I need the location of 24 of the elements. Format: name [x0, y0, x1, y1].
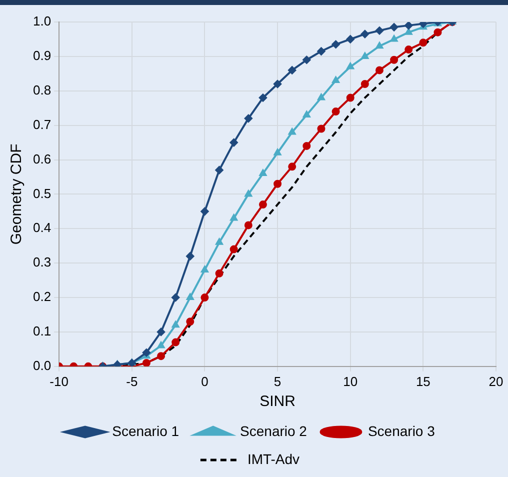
- y-tick-label: 0.7: [32, 116, 52, 132]
- x-tick-label: -10: [50, 374, 68, 389]
- y-tick-label: 0.4: [32, 220, 52, 236]
- y-tick-label: 0.9: [32, 48, 52, 64]
- y-axis-title: Geometry CDF: [8, 144, 26, 245]
- y-tick-label: 0.8: [32, 82, 52, 98]
- y-tick-label: 0.0: [32, 358, 52, 373]
- x-tick-label: 20: [488, 374, 504, 389]
- legend-label: Scenario 3: [368, 422, 436, 439]
- x-axis-title: SINR: [260, 393, 296, 410]
- y-tick-label: 0.5: [32, 186, 52, 201]
- x-tick-label: 10: [343, 374, 358, 389]
- legend-label: Scenario 1: [112, 422, 180, 439]
- y-tick-label: 1.0: [32, 14, 52, 29]
- y-tick-label: 0.1: [32, 324, 52, 339]
- y-tick-label: 0.6: [32, 151, 52, 166]
- x-tick-label: 0: [201, 374, 208, 389]
- x-tick-label: 5: [274, 374, 282, 389]
- y-tick-label: 0.2: [32, 289, 52, 304]
- y-tick-label: 0.3: [32, 254, 52, 270]
- legend-label: IMT-Adv: [247, 450, 300, 467]
- legend-label: Scenario 2: [240, 422, 308, 439]
- x-tick-label: 15: [416, 374, 430, 389]
- x-tick-label: -5: [126, 374, 138, 389]
